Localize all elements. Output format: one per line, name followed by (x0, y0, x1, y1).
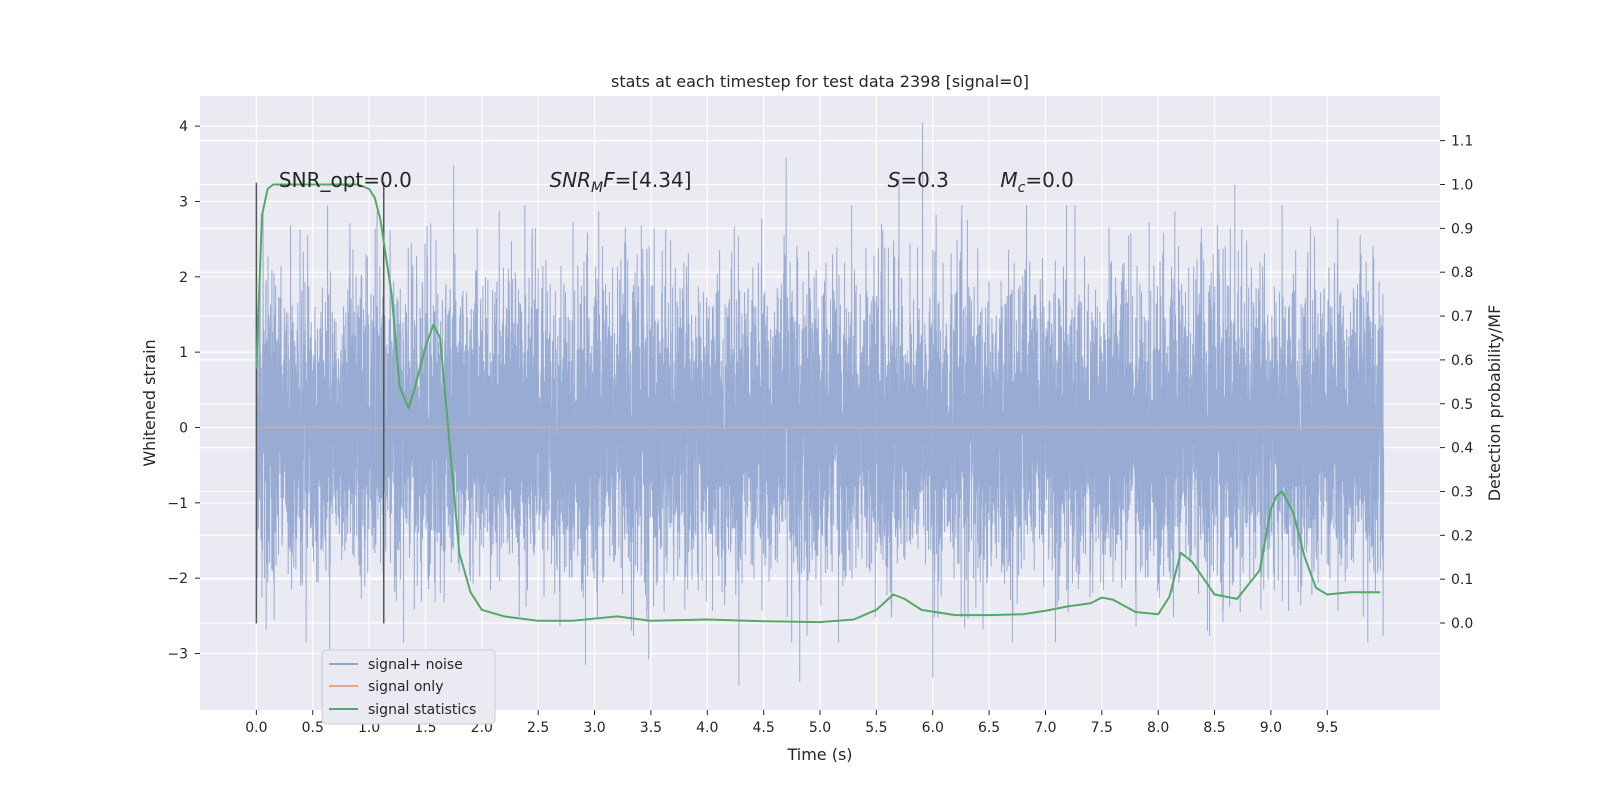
y-right-tick-label: 0.5 (1451, 397, 1473, 413)
y-right-tick-label: 1.0 (1451, 178, 1473, 194)
legend-box (321, 649, 496, 725)
legend-label-signal-statistics: signal statistics (368, 702, 476, 718)
x-tick-label: 9.0 (1260, 720, 1282, 736)
legend-label-signal-only: signal only (368, 679, 443, 695)
y-right-axis-label: Detection probability/MF (1485, 305, 1504, 502)
y-right-tick-label: 0.2 (1451, 528, 1473, 544)
annotation: SNR_opt=0.0 (279, 168, 412, 192)
y-tick-label: −2 (167, 571, 188, 587)
y-right-tick-label: 1.1 (1451, 134, 1473, 150)
x-tick-label: 2.5 (527, 720, 549, 736)
series-signal-statistics (255, 183, 1381, 624)
x-tick-label: 8.5 (1203, 720, 1225, 736)
y-right-tick-label: 0.9 (1451, 221, 1473, 237)
x-tick-label: 4.5 (753, 720, 775, 736)
x-tick-label: 6.5 (978, 720, 1000, 736)
series-line-signal-statistics (255, 183, 1381, 624)
annotation: SNRMF=[4.34] (549, 168, 691, 196)
x-tick-label: 6.0 (922, 720, 944, 736)
x-tick-label: 9.5 (1316, 720, 1338, 736)
annotation: S=0.3 (888, 168, 949, 192)
x-tick-label: 3.0 (583, 720, 605, 736)
vertical-markers (255, 182, 385, 624)
y-right-tick-label: 0.0 (1451, 616, 1473, 632)
y-tick-label: 0 (179, 420, 188, 436)
x-tick-label: 4.0 (696, 720, 718, 736)
x-tick-label: 0.5 (302, 720, 324, 736)
y-tick-label: 4 (179, 119, 188, 135)
y-tick-label: −3 (167, 646, 188, 662)
series-line-signal-plus-noise (255, 122, 1385, 686)
x-tick-label: 0.0 (245, 720, 267, 736)
y-tick-label: 1 (179, 345, 188, 361)
y-axis-label: Whitened strain (140, 339, 159, 466)
x-tick-label: 5.0 (809, 720, 831, 736)
y-right-tick-label: 0.3 (1451, 484, 1473, 500)
annotation: Mc=0.0 (1000, 168, 1074, 196)
chart-title: stats at each timestep for test data 239… (611, 72, 1029, 91)
y-tick-label: −1 (167, 496, 188, 512)
y-right-tick-label: 0.4 (1451, 441, 1473, 457)
x-tick-label: 8.0 (1147, 720, 1169, 736)
y-tick-label: 2 (179, 270, 188, 286)
y-right-tick-label: 0.6 (1451, 353, 1473, 369)
x-tick-label: 7.5 (1091, 720, 1113, 736)
legend-label-signal-plus-noise: signal+ noise (368, 657, 463, 673)
x-axis-label: Time (s) (786, 745, 852, 764)
x-tick-label: 7.0 (1034, 720, 1056, 736)
y-right-tick-label: 0.1 (1451, 572, 1473, 588)
y-tick-label: 3 (179, 194, 188, 210)
x-tick-label: 3.5 (640, 720, 662, 736)
legend: signal+ noise signal only signal statist… (321, 649, 496, 725)
x-tick-label: 5.5 (865, 720, 887, 736)
y-right-tick-label: 0.7 (1451, 309, 1473, 325)
series-signal-plus-noise (255, 122, 1385, 686)
y-right-tick-label: 0.8 (1451, 265, 1473, 281)
annotations: SNR_opt=0.0 SNRMF=[4.34] S=0.3 Mc=0.0 (279, 168, 1074, 196)
